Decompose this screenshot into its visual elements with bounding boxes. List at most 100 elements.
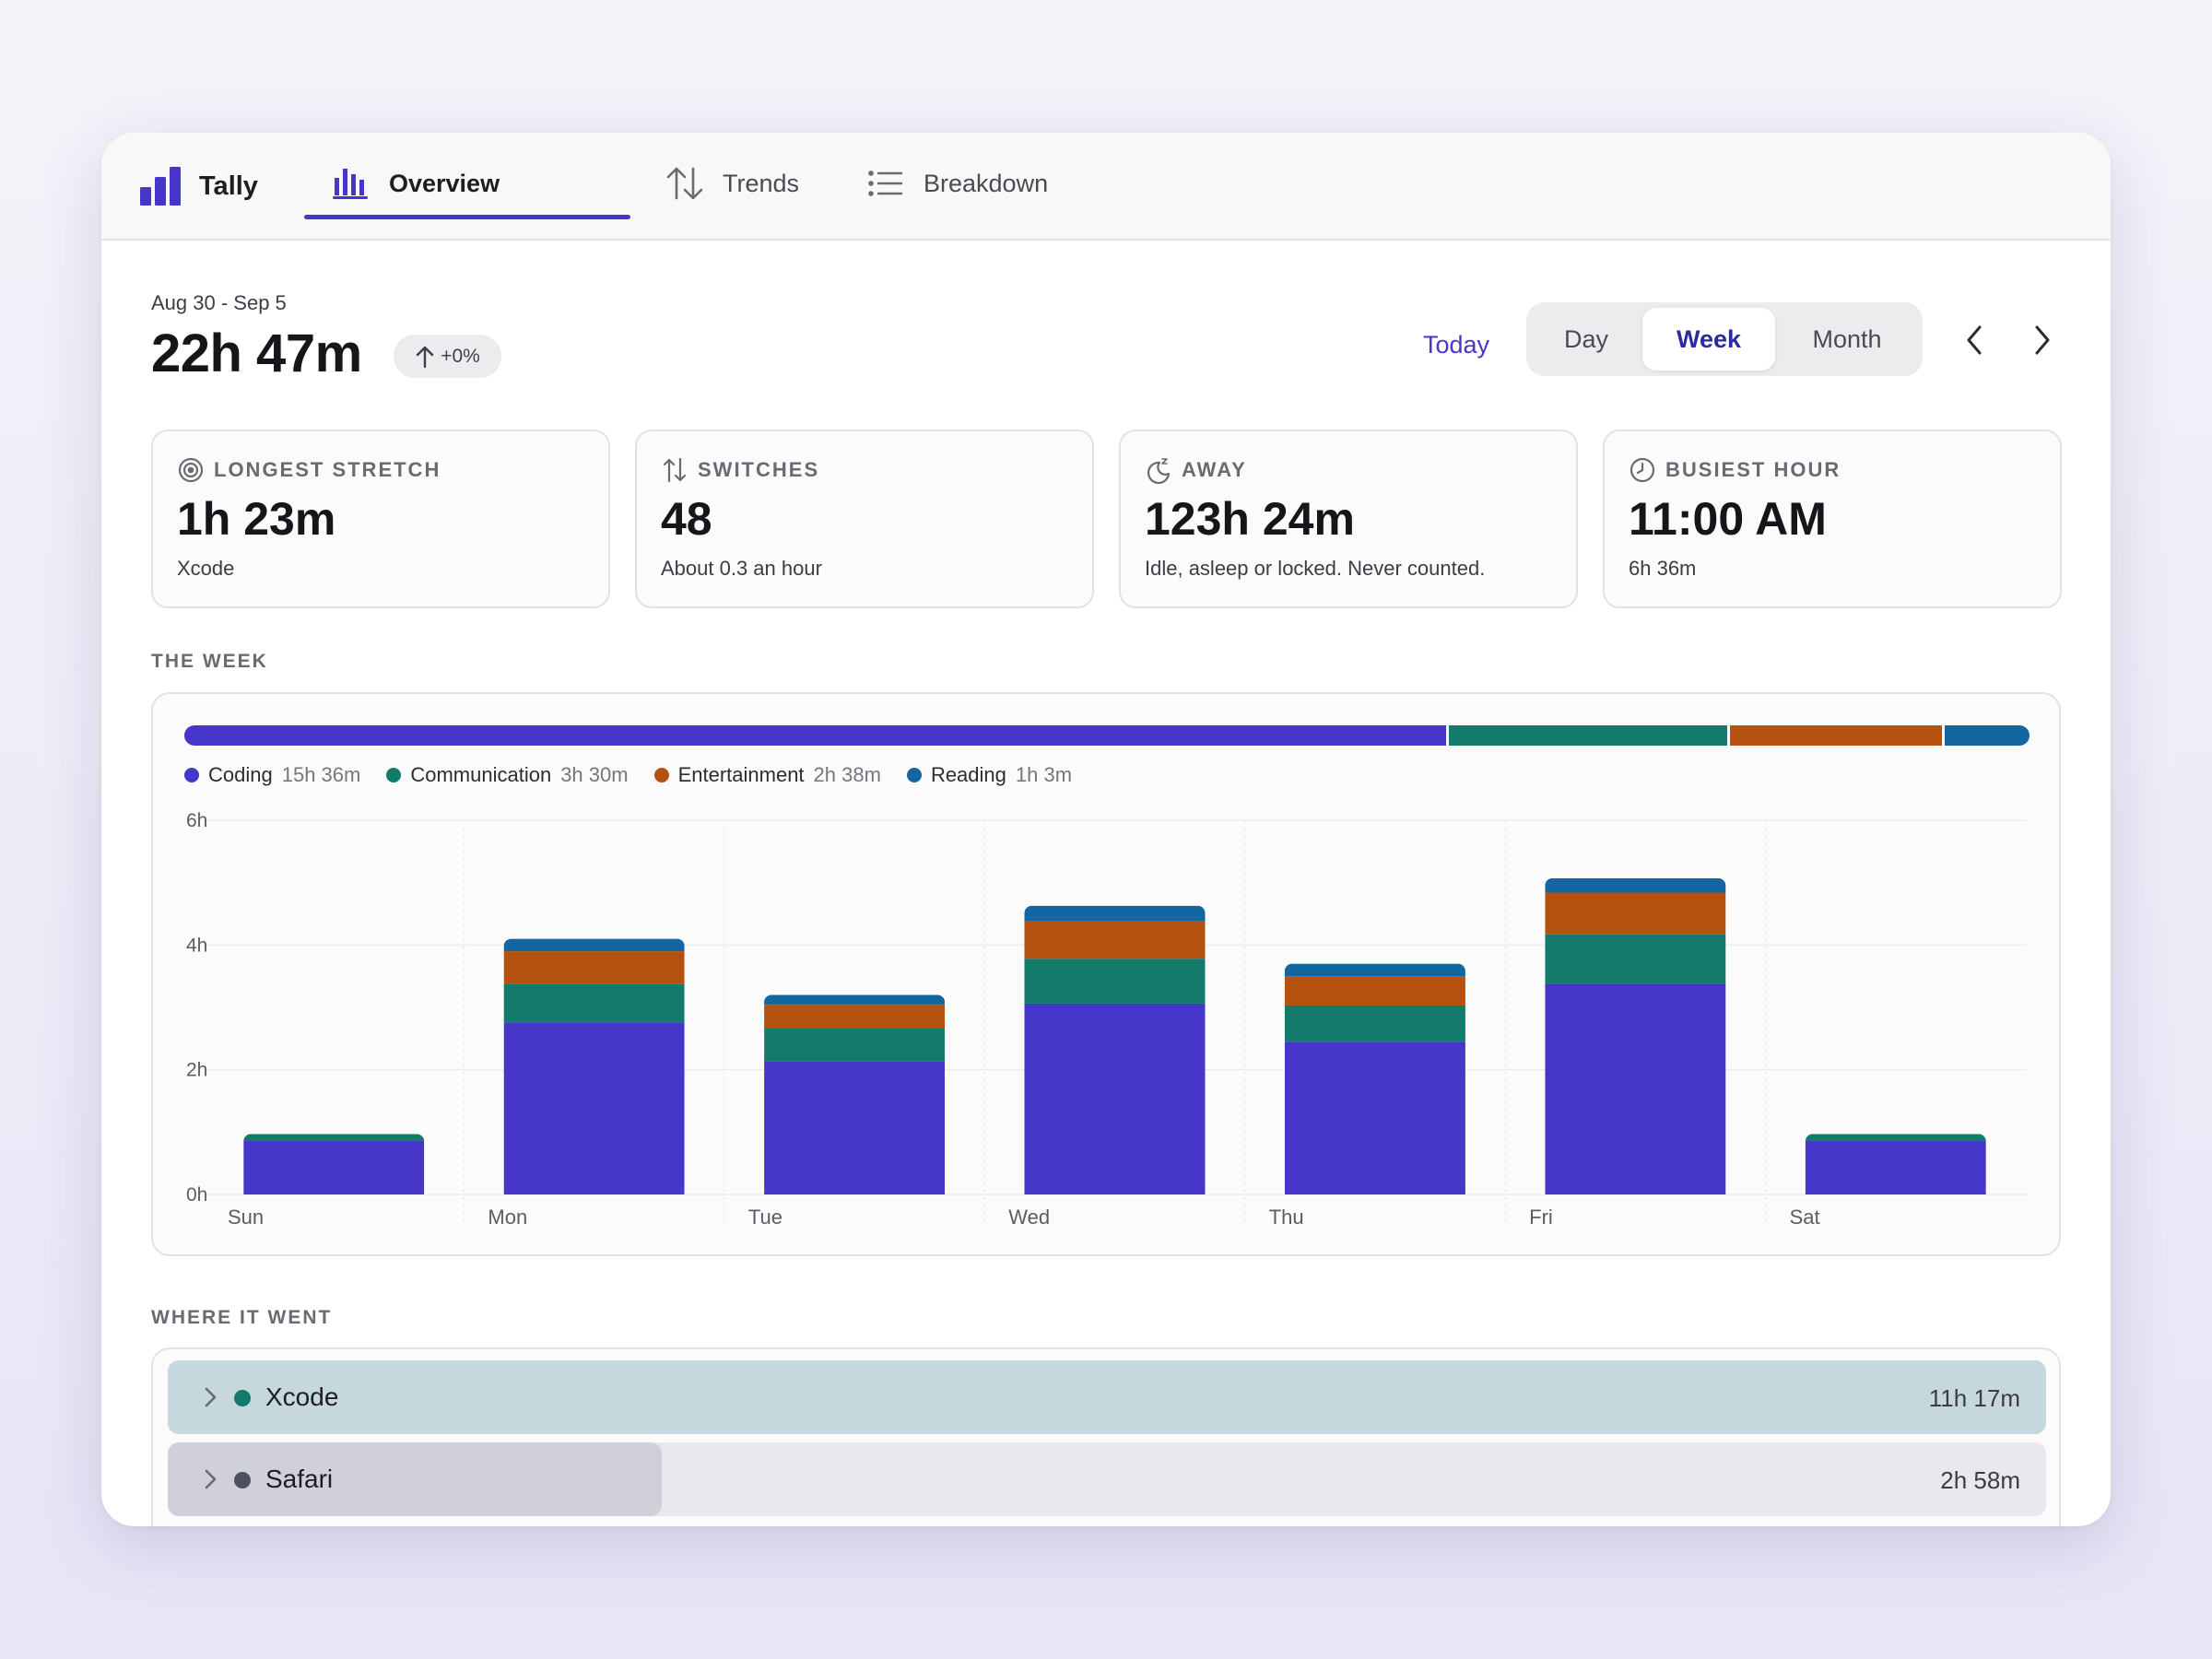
card-header: LONGEST STRETCH — [177, 455, 441, 485]
card-subtitle: 6h 36m — [1629, 557, 1697, 580]
app-window: Tally Overview Trends — [101, 133, 2111, 1526]
period-week[interactable]: Week — [1642, 308, 1775, 371]
legend-dot — [906, 768, 922, 782]
tab-label: Overview — [389, 169, 500, 197]
y-tick-label: 4h — [186, 935, 207, 956]
tab-label: Trends — [723, 169, 800, 197]
legend-name: Coding — [208, 763, 273, 786]
app-name: Safari — [265, 1465, 334, 1493]
moon-sleep-icon — [1147, 458, 1171, 484]
legend-value: 2h 38m — [813, 763, 881, 786]
top-nav: Tally Overview Trends — [101, 133, 2111, 241]
tab-trends[interactable]: Trends — [665, 155, 799, 212]
section-title-where: WHERE IT WENT — [151, 1307, 333, 1328]
card-subtitle: About 0.3 an hour — [661, 557, 822, 580]
legend-value: 3h 30m — [560, 763, 629, 786]
bar-tue-entertainment — [764, 1005, 946, 1030]
legend-name: Reading — [930, 763, 1006, 786]
tab-label: Breakdown — [924, 169, 1049, 197]
delta-badge: +0% — [394, 335, 501, 378]
arrow-up-icon — [416, 346, 434, 368]
bar-mon-communication — [503, 983, 685, 1023]
legend-value: 1h 3m — [1015, 763, 1073, 786]
stat-card-switches: SWITCHES 48 About 0.3 an hour — [635, 429, 1094, 608]
previous-button[interactable] — [1954, 320, 1994, 360]
app-row-safari[interactable]: Safari 2h 58m — [168, 1442, 2046, 1516]
bar-mon-entertainment — [503, 951, 685, 984]
app-time: 2h 58m — [1940, 1466, 2020, 1494]
bar-chart-icon — [333, 169, 368, 199]
weekly-stacked-bar-chart: 0h 2h 4h 6h Sun Mon Tue Wed Thu Fri Sat — [186, 810, 2026, 1229]
legend-item: Communication 3h 30m — [386, 763, 629, 787]
period-month[interactable]: Month — [1812, 324, 1882, 353]
card-title: LONGEST STRETCH — [214, 458, 441, 481]
x-tick-label: Tue — [748, 1206, 782, 1229]
bar-tue-reading — [764, 994, 946, 1006]
card-title: AWAY — [1182, 458, 1247, 481]
brand-name: Tally — [199, 171, 258, 201]
x-tick-label: Mon — [488, 1206, 527, 1229]
category-share-bar — [184, 725, 2030, 746]
x-tick-label: Thu — [1269, 1206, 1304, 1229]
x-tick-label: Fri — [1529, 1206, 1553, 1229]
card-header: AWAY — [1145, 455, 1247, 485]
chevron-right-icon — [205, 1387, 217, 1407]
card-header: BUSIEST HOUR — [1629, 455, 1841, 485]
chevron-right-icon — [2035, 325, 2050, 355]
app-color-dot — [234, 1390, 251, 1406]
card-value: 123h 24m — [1145, 493, 1355, 545]
bar-thu-entertainment — [1284, 976, 1465, 1006]
bar-tue-communication — [764, 1029, 946, 1062]
legend-dot — [184, 768, 199, 782]
bar-sun-coding — [243, 1140, 425, 1194]
delta-value: +0% — [441, 345, 480, 367]
bar-wed-coding — [1024, 1003, 1206, 1194]
bar-sun-communication — [243, 1134, 425, 1141]
next-button[interactable] — [2022, 320, 2063, 360]
bar-sat-communication — [1805, 1134, 1986, 1141]
switch-arrows-icon — [663, 457, 687, 483]
legend-name: Entertainment — [677, 763, 805, 786]
legend-value: 15h 36m — [281, 763, 361, 786]
today-button[interactable]: Today — [1423, 330, 1490, 359]
card-subtitle: Xcode — [177, 557, 235, 580]
share-segment-communication — [1449, 725, 1730, 746]
card-value: 1h 23m — [177, 493, 336, 545]
bar-fri-entertainment — [1545, 892, 1726, 935]
total-time: 22h 47m — [151, 324, 362, 383]
share-segment-entertainment — [1729, 725, 1946, 746]
card-subtitle: Idle, asleep or locked. Never counted. — [1145, 557, 1486, 580]
up-down-arrows-icon — [666, 167, 703, 200]
stat-card-busiest-hour: BUSIEST HOUR 11:00 AM 6h 36m — [1603, 429, 2062, 608]
bar-tue-coding — [764, 1061, 946, 1194]
list-icon — [868, 171, 903, 196]
bar-wed-reading — [1024, 905, 1206, 922]
bar-fri-coding — [1545, 983, 1726, 1194]
period-selector: Day Week Month — [1526, 302, 1923, 376]
period-day[interactable]: Day — [1563, 324, 1608, 353]
tab-overview[interactable]: Overview — [332, 155, 500, 212]
clock-icon — [1630, 457, 1655, 483]
tab-breakdown[interactable]: Breakdown — [866, 155, 1048, 212]
card-header: SWITCHES — [661, 455, 819, 485]
bar-sat-coding — [1805, 1140, 1986, 1194]
x-tick-label: Wed — [1008, 1206, 1050, 1229]
stat-card-longest-stretch: LONGEST STRETCH 1h 23m Xcode — [151, 429, 610, 608]
legend-dot — [386, 768, 402, 782]
date-range: Aug 30 - Sep 5 — [151, 291, 287, 314]
bar-mon-coding — [503, 1022, 685, 1194]
week-chart-panel: 0h 2h 4h 6h Sun Mon Tue Wed Thu Fri Sat Coding 15h … — [151, 692, 2061, 1256]
bar-thu-communication — [1284, 1005, 1465, 1042]
x-tick-label: Sat — [1790, 1206, 1820, 1229]
legend-dot — [653, 768, 669, 782]
bar-fri-communication — [1545, 934, 1726, 984]
app-row-xcode[interactable]: Xcode 11h 17m — [168, 1360, 2046, 1434]
bar-thu-reading — [1284, 963, 1465, 977]
legend-name: Communication — [410, 763, 552, 786]
y-tick-label: 6h — [186, 810, 207, 831]
y-tick-label: 2h — [186, 1060, 207, 1081]
active-tab-indicator — [304, 215, 630, 219]
y-tick-label: 0h — [186, 1184, 207, 1206]
legend-item: Reading 1h 3m — [906, 763, 1073, 787]
bar-mon-reading — [503, 938, 685, 952]
